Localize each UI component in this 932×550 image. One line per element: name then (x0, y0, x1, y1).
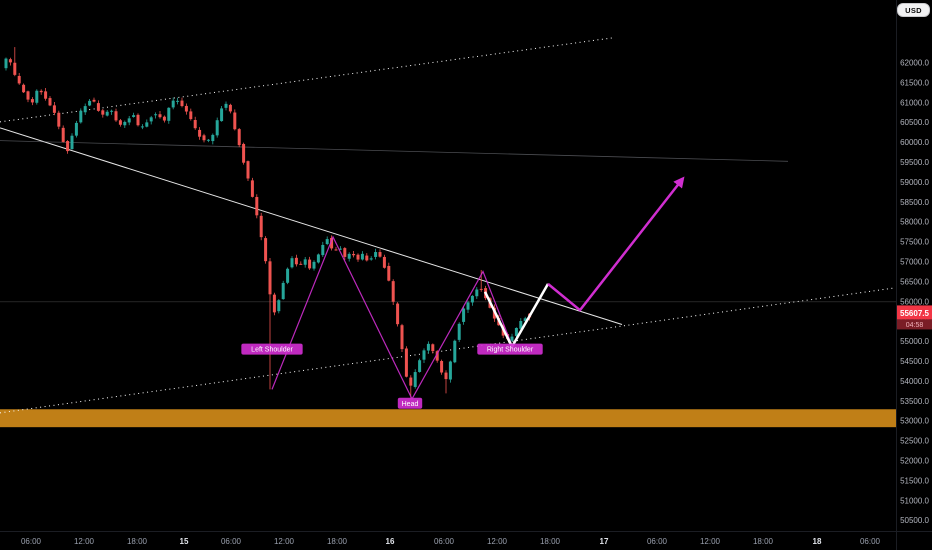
svg-text:54500.0: 54500.0 (900, 357, 929, 366)
pattern-label[interactable]: Left Shoulder (241, 343, 303, 355)
svg-text:17: 17 (600, 537, 609, 546)
svg-text:06:00: 06:00 (860, 537, 881, 546)
svg-text:57000.0: 57000.0 (900, 258, 929, 267)
svg-text:06:00: 06:00 (434, 537, 455, 546)
svg-text:06:00: 06:00 (21, 537, 42, 546)
svg-text:16: 16 (386, 537, 395, 546)
svg-text:62000.0: 62000.0 (900, 59, 929, 68)
time-axis[interactable]: 06:00 12:00 18:00 15 06:00 12:00 18:00 16 06:00 1… (21, 537, 881, 546)
svg-text:54000.0: 54000.0 (900, 377, 929, 386)
svg-text:12:00: 12:00 (487, 537, 508, 546)
svg-text:06:00: 06:00 (221, 537, 242, 546)
svg-text:Left Shoulder: Left Shoulder (251, 347, 293, 354)
price-axis[interactable]: 62000.0 61500.0 61000.0 60500.0 60000.0 59500… (900, 59, 929, 526)
svg-text:12:00: 12:00 (74, 537, 95, 546)
svg-text:04:58: 04:58 (906, 322, 924, 329)
svg-text:18:00: 18:00 (327, 537, 348, 546)
svg-text:56000.0: 56000.0 (900, 297, 929, 306)
svg-text:52000.0: 52000.0 (900, 457, 929, 466)
svg-text:15: 15 (180, 537, 189, 546)
svg-text:51500.0: 51500.0 (900, 476, 929, 485)
svg-text:60000.0: 60000.0 (900, 138, 929, 147)
svg-text:61500.0: 61500.0 (900, 78, 929, 87)
descending-resistance-line[interactable] (0, 127, 623, 325)
svg-text:57500.0: 57500.0 (900, 238, 929, 247)
svg-text:Right Shoulder: Right Shoulder (487, 347, 534, 354)
svg-text:53500.0: 53500.0 (900, 397, 929, 406)
svg-text:06:00: 06:00 (647, 537, 668, 546)
svg-text:55607.5: 55607.5 (900, 309, 929, 318)
svg-text:58500.0: 58500.0 (900, 198, 929, 207)
svg-text:59000.0: 59000.0 (900, 178, 929, 187)
svg-text:55000.0: 55000.0 (900, 337, 929, 346)
candlestick-series[interactable] (4, 47, 532, 400)
svg-text:60500.0: 60500.0 (900, 118, 929, 127)
projection-arrow[interactable] (547, 176, 685, 312)
svg-text:61000.0: 61000.0 (900, 98, 929, 107)
pattern-label[interactable]: Head (397, 397, 423, 409)
svg-text:56500.0: 56500.0 (900, 277, 929, 286)
svg-text:18:00: 18:00 (753, 537, 774, 546)
last-price-label: 55607.5 04:58 (897, 305, 932, 330)
svg-text:18:00: 18:00 (127, 537, 148, 546)
svg-text:12:00: 12:00 (274, 537, 295, 546)
svg-text:59500.0: 59500.0 (900, 158, 929, 167)
svg-text:50500.0: 50500.0 (900, 516, 929, 525)
supply-zone-band[interactable] (0, 409, 897, 428)
svg-text:18: 18 (813, 537, 822, 546)
svg-text:53000.0: 53000.0 (900, 417, 929, 426)
svg-text:51000.0: 51000.0 (900, 496, 929, 505)
svg-text:58000.0: 58000.0 (900, 218, 929, 227)
pattern-label[interactable]: Right Shoulder (477, 343, 543, 355)
svg-text:18:00: 18:00 (540, 537, 561, 546)
long-term-line[interactable] (0, 140, 789, 162)
svg-text:12:00: 12:00 (700, 537, 721, 546)
svg-text:Head: Head (402, 401, 419, 408)
currency-toggle-button[interactable]: USD (897, 3, 930, 17)
svg-text:52500.0: 52500.0 (900, 437, 929, 446)
